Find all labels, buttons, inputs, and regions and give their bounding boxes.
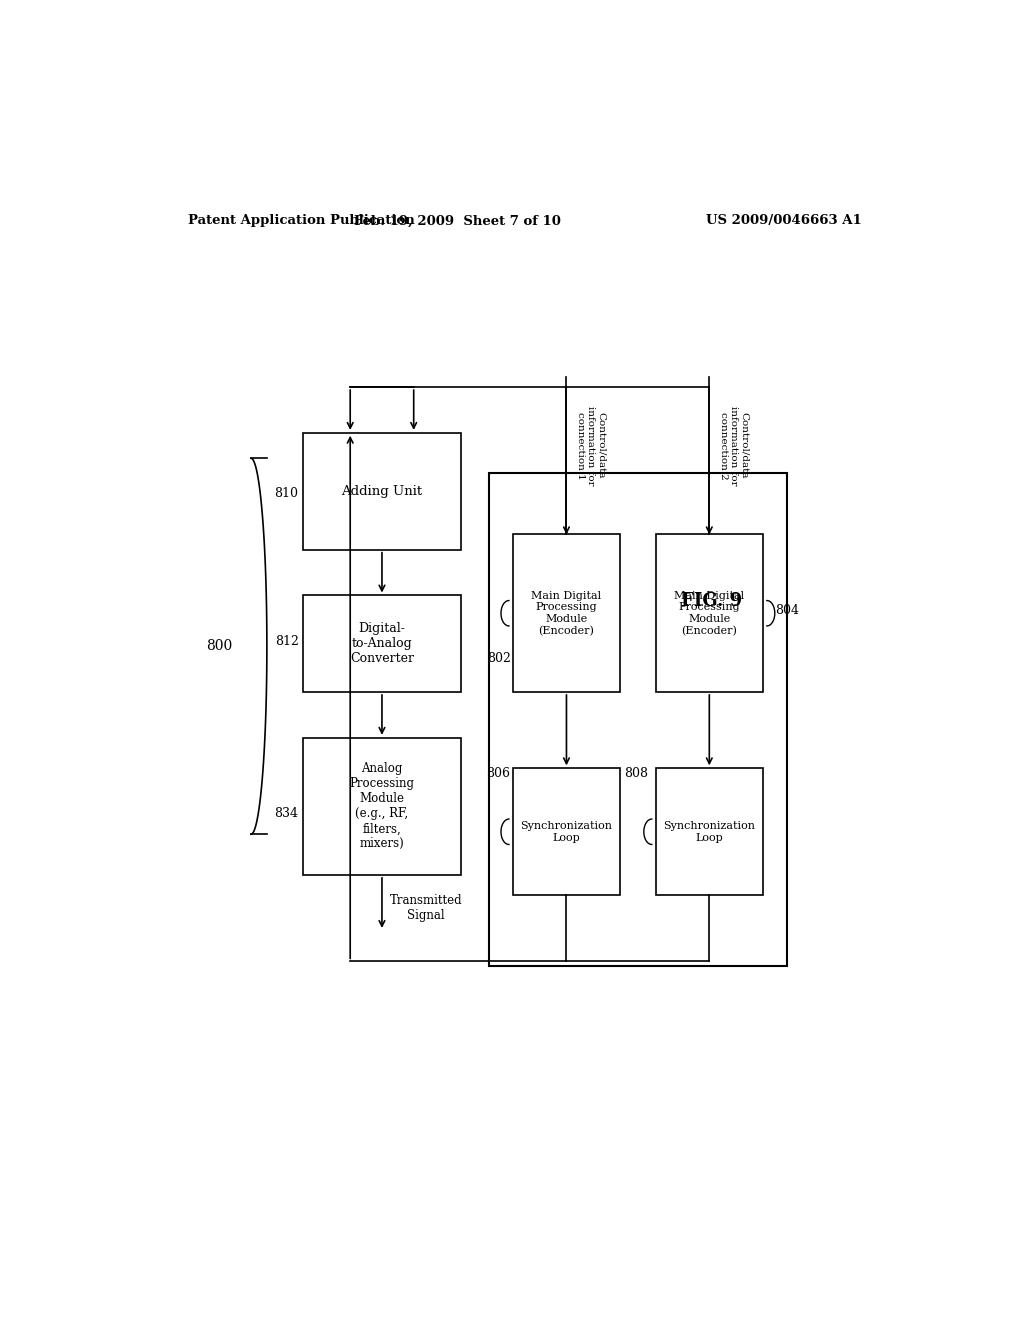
Text: 802: 802 — [486, 652, 511, 665]
Text: Control/data
information for
connection 1: Control/data information for connection … — [575, 405, 606, 486]
Text: 800: 800 — [206, 639, 232, 653]
Text: 806: 806 — [486, 767, 511, 780]
Text: US 2009/0046663 A1: US 2009/0046663 A1 — [707, 214, 862, 227]
Text: Synchronization
Loop: Synchronization Loop — [520, 821, 612, 842]
Text: Control/data
information for
connection 2: Control/data information for connection … — [719, 405, 749, 486]
Text: Patent Application Publication: Patent Application Publication — [187, 214, 415, 227]
Text: 808: 808 — [624, 767, 648, 780]
Text: 812: 812 — [274, 635, 299, 648]
FancyBboxPatch shape — [489, 474, 786, 966]
Text: FIG. 9: FIG. 9 — [681, 591, 741, 610]
Text: Feb. 19, 2009  Sheet 7 of 10: Feb. 19, 2009 Sheet 7 of 10 — [354, 214, 561, 227]
FancyBboxPatch shape — [513, 768, 620, 895]
FancyBboxPatch shape — [655, 535, 763, 692]
Text: Analog
Processing
Module
(e.g., RF,
filters,
mixers): Analog Processing Module (e.g., RF, filt… — [349, 763, 415, 850]
FancyBboxPatch shape — [303, 595, 462, 692]
Text: 834: 834 — [274, 808, 299, 821]
Text: 804: 804 — [775, 605, 799, 618]
FancyBboxPatch shape — [655, 768, 763, 895]
Text: Main Digital
Processing
Module
(Encoder): Main Digital Processing Module (Encoder) — [531, 590, 601, 636]
FancyBboxPatch shape — [513, 535, 620, 692]
FancyBboxPatch shape — [303, 433, 462, 549]
Text: Synchronization
Loop: Synchronization Loop — [664, 821, 756, 842]
Text: Adding Unit: Adding Unit — [341, 484, 423, 498]
Text: Transmitted
Signal: Transmitted Signal — [390, 894, 463, 921]
Text: Main Digital
Processing
Module
(Encoder): Main Digital Processing Module (Encoder) — [674, 590, 744, 636]
FancyBboxPatch shape — [303, 738, 462, 875]
Text: 810: 810 — [274, 487, 299, 500]
Text: Digital-
to-Analog
Converter: Digital- to-Analog Converter — [350, 622, 414, 665]
